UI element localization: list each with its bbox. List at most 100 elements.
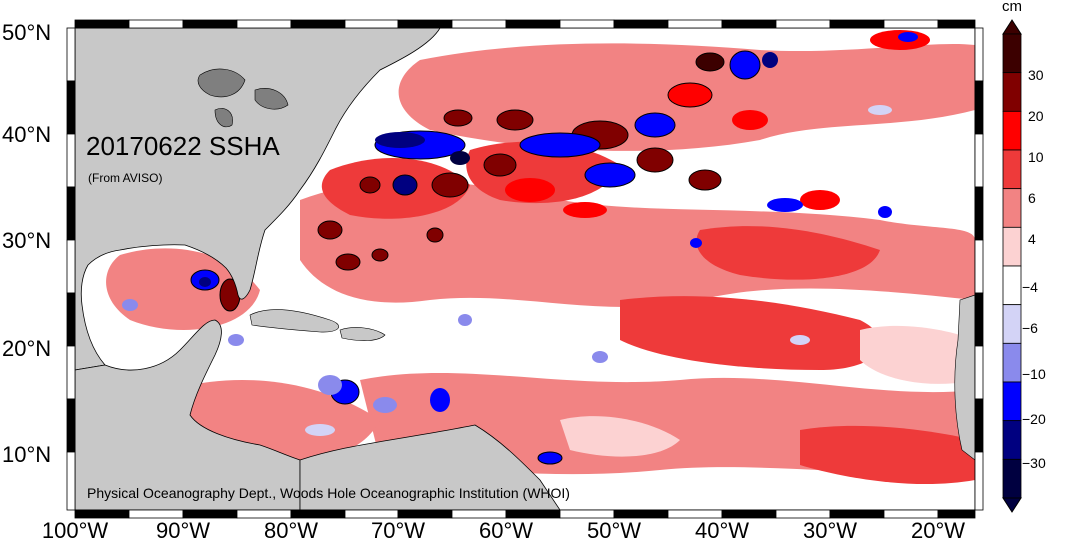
map-title: 20170622 SSHA [86,131,280,161]
frame-segment [66,345,76,400]
colorbar-label-neg10: −10 [1022,366,1046,382]
yucatan-peninsula [75,319,301,510]
frame-segment [974,80,984,135]
frame-segment [937,509,976,519]
frame-segment [344,19,399,29]
lat-label-20n: 20°N [2,336,51,361]
colorbar-label-10: 10 [1028,149,1044,165]
frame-segment [505,509,561,519]
credit-text: Physical Oceanography Dept., Woods Hole … [87,485,570,501]
lon-label-80w: 80°W [264,518,318,542]
colorbar-swatch [1002,458,1022,499]
frame-segment [128,509,184,519]
colorbar-swatch [1002,265,1022,306]
land-masses [75,28,975,510]
africa-land [954,294,975,461]
map-frame-ticks [66,19,984,519]
colorbar-swatch [1002,72,1022,112]
lon-label-30w: 30°W [803,518,857,542]
colorbar-swatch [1002,420,1022,460]
frame-segment [505,19,561,29]
lon-label-20w: 20°W [911,518,965,542]
lat-label-40n: 40°N [2,122,51,147]
frame-segment [937,19,976,29]
lon-label-90w: 90°W [156,518,210,542]
frame-segment [66,80,76,135]
frame-segment [128,19,184,29]
frame-segment [451,509,507,519]
frame-segment [721,19,777,29]
south-america-land [299,424,561,510]
frame-segment [974,451,984,511]
colorbar-swatch [1002,304,1022,344]
colorbar-label-6: 6 [1028,190,1036,206]
colorbar-label-neg20: −20 [1022,411,1046,427]
frame-segment [667,19,723,29]
lon-label-60w: 60°W [479,518,533,542]
lon-label-40w: 40°W [695,518,749,542]
colorbar-swatch [1002,226,1022,267]
frame-segment [66,186,76,241]
colorbar-labels: 30 20 10 6 4 −4 −6 −10 −20 −30 [1022,67,1046,471]
cuba-island [249,309,340,333]
frame-segment [613,509,669,519]
lon-label-50w: 50°W [587,518,641,542]
frame-segment [290,19,346,29]
frame-segment [74,19,130,29]
frame-segment [236,509,292,519]
frame-segment [236,19,292,29]
colorbar-swatch [1002,33,1022,74]
lat-label-10n: 10°N [2,442,51,467]
frame-segment [451,19,507,29]
frame-segment [66,292,76,347]
frame-segment [182,509,238,519]
frame-segment [883,509,939,519]
frame-segment [829,19,885,29]
colorbar-unit: cm [1002,0,1022,15]
colorbar-label-neg4: −4 [1022,279,1038,295]
negative-anomaly-eddies [85,32,918,465]
lon-label-70w: 70°W [371,518,425,542]
frame-segment [974,186,984,241]
north-america-land [75,28,441,371]
colorbar-top-arrow [1002,19,1022,35]
hispaniola-island [339,327,386,341]
frame-segment [974,292,984,347]
frame-segment [66,133,76,188]
great-lakes [197,68,289,128]
frame-segment [66,451,76,511]
frame-segment [775,509,831,519]
frame-segment [182,19,238,29]
frame-segment [974,398,984,453]
frame-segment [344,509,399,519]
frame-segment [397,19,453,29]
frame-segment [559,19,615,29]
latitude-labels: 50°N 40°N 30°N 20°N 10°N [2,20,51,467]
frame-segment [829,509,885,519]
colorbar-swatch [1002,110,1022,151]
colorbar-label-20: 20 [1028,108,1044,124]
frame-segment [974,345,984,400]
frame-segment [66,27,76,82]
frame-segment [721,509,777,519]
frame-segment [974,239,984,294]
frame-segment [883,19,939,29]
colorbar-label-neg30: −30 [1022,455,1046,471]
frame-segment [775,19,831,29]
frame-segment [397,509,453,519]
frame-segment [66,398,76,453]
frame-segment [974,133,984,188]
colorbar-swatch [1002,342,1022,383]
frame-segment [290,509,346,519]
lon-label-100w: 100°W [42,518,109,542]
colorbar-swatch [1002,149,1022,190]
colorbar-swatch [1002,188,1022,228]
frame-segment [613,19,669,29]
map-subtitle: (From AVISO) [88,171,162,185]
longitude-labels: 100°W 90°W 80°W 70°W 60°W 50°W 40°W 30°W… [42,518,965,542]
colorbar-bottom-arrow [1002,497,1022,513]
colorbar: cm 30 20 10 6 4 −4 −6 −10 −20 −30 [1002,0,1046,513]
frame-segment [667,509,723,519]
map-area [75,28,975,510]
